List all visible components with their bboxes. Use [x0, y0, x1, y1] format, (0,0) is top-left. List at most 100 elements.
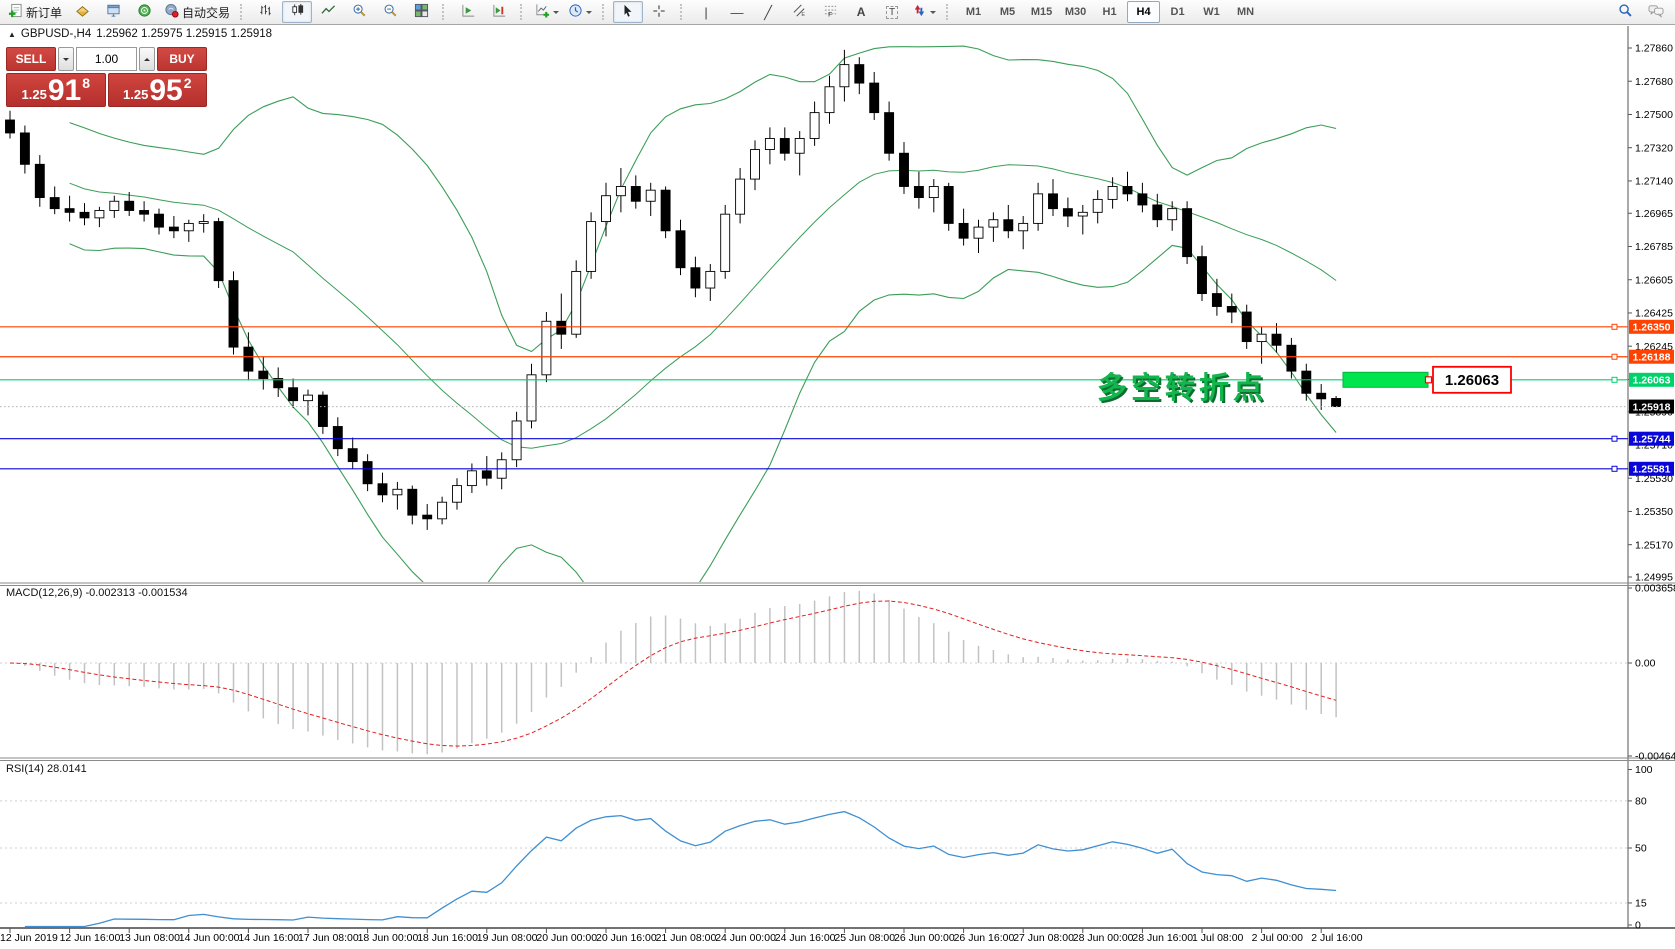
horizontal-line-tool-button[interactable]: —	[722, 1, 752, 23]
svg-text:26 Jun 16:00: 26 Jun 16:00	[954, 932, 1015, 944]
zoom-out-button[interactable]	[375, 1, 405, 23]
new-order-icon	[8, 3, 23, 21]
arrows-tool-button[interactable]	[908, 1, 940, 23]
cursor-tool-button[interactable]	[613, 1, 644, 23]
svg-text:1.25530: 1.25530	[1635, 473, 1673, 485]
timeframe-m30-button[interactable]: M30	[1064, 6, 1087, 18]
line-chart-icon	[320, 3, 336, 21]
chart-autoscroll-button[interactable]	[484, 1, 514, 23]
volume-input[interactable]	[76, 47, 137, 71]
svg-text:1.25170: 1.25170	[1635, 539, 1673, 551]
timeframe-h4-button[interactable]: H4	[1127, 1, 1161, 23]
svg-text:1.27320: 1.27320	[1635, 142, 1673, 154]
quote-panel-toggle[interactable]: ▲	[8, 29, 16, 39]
candlestick-chart-button[interactable]	[282, 1, 313, 23]
zoom-in-button[interactable]	[344, 1, 374, 23]
crosshair-tool-button[interactable]	[644, 1, 674, 23]
timeframe-w1-button[interactable]: W1	[1203, 6, 1220, 18]
svg-text:15: 15	[1635, 898, 1647, 910]
svg-text:1.27140: 1.27140	[1635, 176, 1673, 188]
svg-text:1.26188: 1.26188	[1633, 352, 1671, 364]
time-axis[interactable]	[0, 928, 1628, 946]
svg-text:E: E	[801, 12, 805, 18]
data-window-button[interactable]	[98, 1, 128, 23]
timeframe-h1-button[interactable]: H1	[1102, 6, 1117, 18]
text-label-icon: T	[885, 5, 899, 19]
vertical-line-icon: |	[704, 4, 708, 20]
navigator-icon	[137, 3, 152, 21]
new-order-label: 新订单	[26, 5, 63, 20]
svg-text:25 Jun 08:00: 25 Jun 08:00	[834, 932, 895, 944]
autotrading-button[interactable]: 自动交易	[160, 1, 234, 23]
svg-text:1.27860: 1.27860	[1635, 43, 1673, 55]
svg-text:1.26350: 1.26350	[1633, 322, 1671, 334]
bar-chart-button[interactable]	[251, 1, 281, 23]
volume-decrease-button[interactable]	[58, 47, 74, 71]
timeframe-group: M1 M5 M15 M30 H1 H4 D1 W1 MN	[957, 1, 1262, 23]
tile-windows-button[interactable]	[406, 1, 436, 23]
line-chart-button[interactable]	[313, 1, 343, 23]
fibonacci-icon: F	[823, 3, 838, 21]
svg-text:80: 80	[1635, 796, 1647, 808]
timeframe-m1-button[interactable]: M1	[965, 6, 982, 18]
new-chart-icon	[535, 3, 550, 21]
timeframe-m15-button[interactable]: M15	[1030, 6, 1053, 18]
chart-shift-button[interactable]	[453, 1, 483, 23]
svg-text:0.00: 0.00	[1635, 658, 1656, 670]
channel-tool-button[interactable]: E	[784, 1, 814, 23]
timeframe-m5-button[interactable]: M5	[999, 6, 1016, 18]
main-toolbar: 新订单 自动交易	[0, 0, 1675, 25]
market-watch-button[interactable]	[67, 1, 97, 23]
new-chart-button[interactable]	[531, 1, 563, 23]
periods-button[interactable]	[564, 1, 596, 23]
toolbar-grip	[680, 4, 685, 20]
svg-text:1.26785: 1.26785	[1635, 241, 1673, 253]
svg-text:14 Jun 16:00: 14 Jun 16:00	[238, 932, 299, 944]
vertical-line-tool-button[interactable]: |	[691, 1, 721, 23]
market-watch-icon	[75, 3, 90, 21]
svg-text:1.25918: 1.25918	[1633, 401, 1671, 413]
autotrading-icon	[164, 3, 179, 21]
chat-button[interactable]	[1641, 1, 1671, 23]
trendline-tool-button[interactable]: ╱	[753, 1, 783, 23]
buy-price-panel[interactable]: 1.25 95 2	[107, 73, 207, 107]
buy-price-main: 95	[149, 73, 183, 107]
svg-text:12 Jun 2019: 12 Jun 2019	[0, 932, 58, 944]
buy-button[interactable]: BUY	[157, 47, 207, 71]
svg-text:多空转折点: 多空转折点	[1097, 372, 1267, 405]
volume-increase-button[interactable]	[139, 47, 155, 71]
svg-text:20 Jun 00:00: 20 Jun 00:00	[536, 932, 597, 944]
timeframe-d1-button[interactable]: D1	[1170, 6, 1185, 18]
candlestick-chart-icon	[290, 3, 305, 21]
sell-button[interactable]: SELL	[6, 47, 56, 71]
label-tool-button[interactable]: T	[877, 1, 907, 23]
tile-windows-icon	[414, 3, 429, 21]
text-tool-button[interactable]: A	[846, 1, 876, 23]
search-button[interactable]	[1610, 1, 1640, 23]
toolbar-grip	[602, 4, 607, 20]
triangle-up-icon	[144, 55, 150, 61]
sell-price-panel[interactable]: 1.25 91 8	[6, 73, 106, 107]
horizontal-line-icon: —	[730, 4, 744, 20]
svg-text:24 Jun 00:00: 24 Jun 00:00	[715, 932, 776, 944]
fibonacci-tool-button[interactable]: F	[815, 1, 845, 23]
svg-text:2 Jul 16:00: 2 Jul 16:00	[1311, 932, 1363, 944]
zoom-in-icon	[352, 3, 367, 21]
svg-text:19 Jun 08:00: 19 Jun 08:00	[477, 932, 538, 944]
bar-chart-icon	[259, 3, 274, 21]
svg-text:13 Jun 08:00: 13 Jun 08:00	[119, 932, 180, 944]
toolbar-grip	[946, 4, 951, 20]
timeframe-mn-button[interactable]: MN	[1236, 6, 1255, 18]
autotrading-label: 自动交易	[182, 5, 231, 20]
navigator-button[interactable]	[129, 1, 159, 23]
crosshair-icon	[652, 4, 666, 21]
chat-icon	[1648, 3, 1664, 21]
svg-text:50: 50	[1635, 843, 1647, 855]
svg-text:1.26605: 1.26605	[1635, 274, 1673, 286]
price-axis[interactable]	[1628, 26, 1675, 928]
chart-autoscroll-icon	[492, 3, 507, 21]
chart-shift-icon	[461, 3, 476, 21]
new-order-button[interactable]: 新订单	[4, 1, 66, 23]
